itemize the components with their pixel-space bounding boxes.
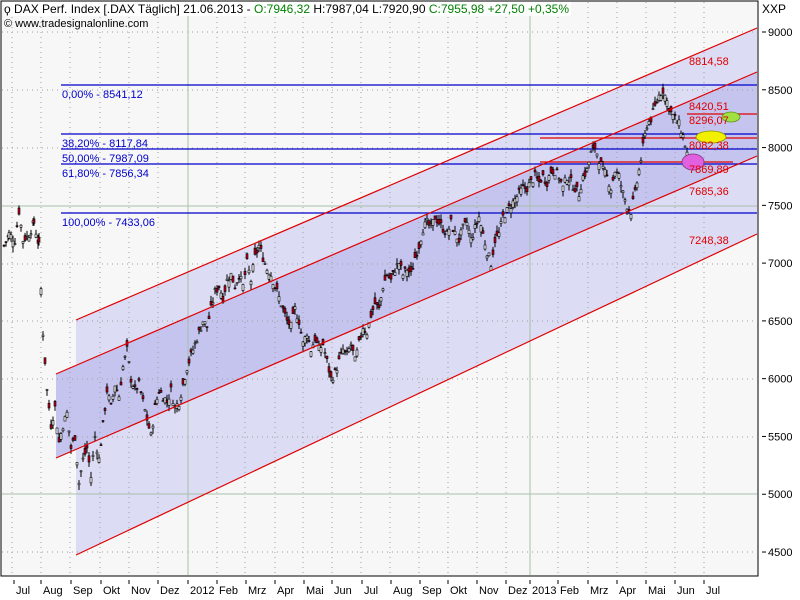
fib-label-100: 100,00% - 7433,06 — [62, 217, 155, 229]
x-tick-label: Mai — [648, 585, 666, 597]
x-tick-label: Okt — [103, 585, 120, 597]
y-tick-label: 9000 — [768, 27, 792, 39]
channel-label-top: 8814,58 — [689, 56, 729, 68]
x-tick-label: Mrz — [248, 585, 266, 597]
x-tick-label: Aug — [393, 585, 413, 597]
x-tick-label: Sep — [73, 585, 93, 597]
channel-label-upper: 8420,51 — [689, 101, 729, 113]
x-tick-label: Jun — [334, 585, 352, 597]
x-tick-label: Mai — [306, 585, 324, 597]
copyright-line: © www.tradesignalonline.com — [4, 18, 148, 30]
fib-label-382: 38,20% - 8117,84 — [62, 138, 148, 150]
channel-label-bottom: 7248,38 — [689, 235, 729, 247]
green-marker[interactable] — [721, 111, 741, 123]
open-value: O:7946,32 — [253, 2, 311, 16]
fib-label-618: 61,80% - 7856,34 — [62, 168, 149, 180]
major-grid — [2, 2, 757, 575]
x-tick-label: Dez — [508, 585, 528, 597]
y-tick-label: 7500 — [768, 200, 792, 212]
x-tick-label: Apr — [277, 585, 294, 597]
x-tick-label: Apr — [619, 585, 636, 597]
level-label-8296: 8296,07 — [689, 115, 729, 127]
x-axis[interactable]: Jul Aug Sep Okt Nov Dez 2012 Feb Mrz Apr Mai Jun Jul… — [13, 580, 720, 597]
x-tick-label: Aug — [43, 585, 63, 597]
y-tick-label: 5500 — [768, 431, 792, 443]
candlestick-icon: ϙ — [4, 2, 11, 16]
fibonacci-labels: 0,00% - 8541,12 38,20% - 8117,84 50,00% … — [62, 89, 155, 229]
copyright-icon: © — [4, 18, 13, 30]
y-tick-label: 4500 — [768, 547, 792, 559]
y-tick-label: 8500 — [768, 85, 792, 97]
x-tick-label: 2012 — [190, 585, 214, 597]
y-tick-label: 6000 — [768, 374, 792, 386]
header-separator: - — [246, 2, 251, 16]
y-axis-unit: XXP — [762, 2, 787, 16]
y-tick-label: 6500 — [768, 316, 792, 328]
low-value: L:7920,90 — [372, 2, 426, 16]
level-label-8082: 8082,38 — [689, 140, 729, 152]
close-value: C:7955,98 — [428, 2, 485, 16]
x-tick-label: Jul — [364, 585, 378, 597]
y-tick-label: 8000 — [768, 143, 792, 155]
y-tick-label: 5000 — [768, 489, 792, 501]
y-axis[interactable]: 9000 8500 8000 7500 7000 6500 6000 5500 5000 4500 — [762, 27, 792, 559]
x-tick-label: Feb — [560, 585, 579, 597]
fibonacci-lines[interactable] — [61, 84, 757, 214]
fib-label-50: 50,00% - 7987,09 — [62, 153, 149, 165]
x-tick-label: Dez — [160, 585, 180, 597]
x-tick-label: Okt — [450, 585, 467, 597]
channel-labels: 8814,58 8420,51 8296,07 8082,38 7869,89 … — [689, 56, 729, 247]
x-tick-label: Feb — [219, 585, 238, 597]
channel-label-lower: 7685,36 — [689, 186, 729, 198]
level-label-7869: 7869,89 — [689, 164, 729, 176]
fib-label-0: 0,00% - 8541,12 — [62, 89, 143, 101]
x-tick-label: Jun — [677, 585, 695, 597]
change-pct-value: +0,35% — [527, 2, 570, 16]
change-value: +27,50 — [487, 2, 525, 16]
x-tick-label: 2013 — [532, 585, 556, 597]
x-tick-label: Sep — [422, 585, 442, 597]
high-value: H:7987,04 — [313, 2, 369, 16]
yellow-marker[interactable] — [695, 130, 727, 144]
x-tick-label: Jul — [706, 585, 720, 597]
channel-inner-band — [56, 72, 757, 458]
magenta-marker[interactable] — [681, 153, 705, 171]
candlestick-series — [2, 83, 689, 491]
copyright-text: www.tradesignalonline.com — [15, 18, 149, 30]
x-tick-label: Nov — [131, 585, 151, 597]
x-tick-label: Mrz — [590, 585, 608, 597]
x-tick-label: Jul — [16, 585, 30, 597]
grid — [2, 2, 757, 575]
bar-date: 21.06.2013 — [183, 2, 244, 16]
y-tick-label: 7000 — [768, 258, 792, 270]
instrument-name: DAX Perf. Index [.DAX Täglich] — [14, 2, 180, 16]
chart-header: ϙ DAX Perf. Index [.DAX Täglich] 21.06.2… — [4, 2, 572, 16]
regression-channel[interactable] — [55, 27, 758, 556]
x-tick-label: Nov — [479, 585, 499, 597]
